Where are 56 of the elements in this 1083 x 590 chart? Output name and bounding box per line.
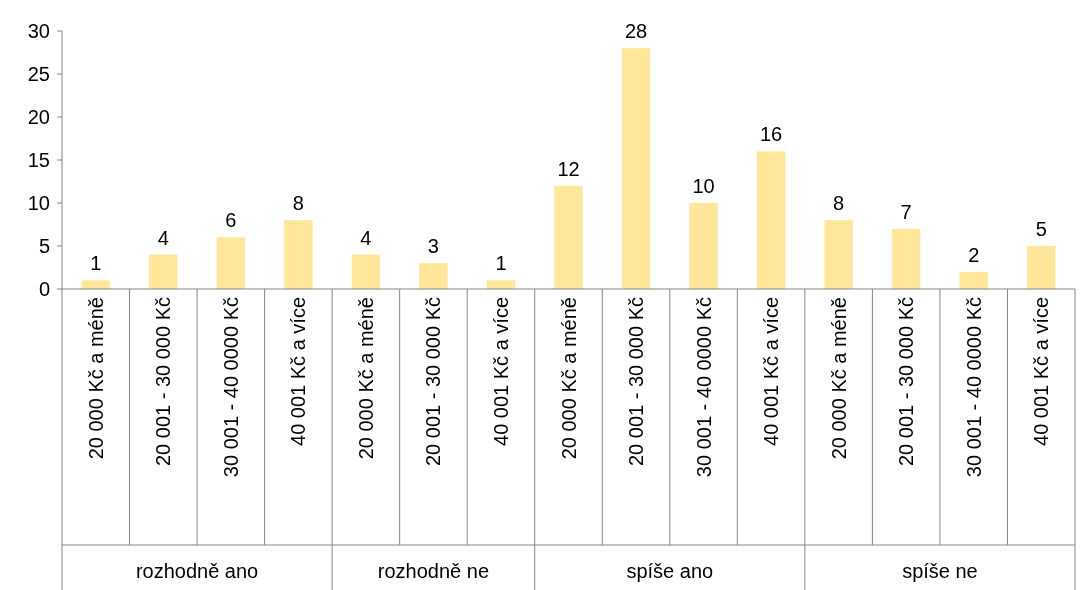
text: spíše ano — [626, 560, 714, 582]
x-tick-label: 30 001 - 40 0000 Kč — [962, 297, 985, 478]
y-tick-label: 15 — [27, 149, 50, 171]
bar — [486, 280, 516, 289]
bar — [621, 48, 651, 289]
data-label: 7 — [900, 200, 912, 223]
x-tick-label: 20 001 - 30 000 Kč — [895, 297, 918, 467]
bar — [689, 203, 718, 289]
data-label: 8 — [292, 192, 304, 215]
data-label: 10 — [692, 175, 715, 197]
x-tick-label: 20 001 - 30 000 Kč — [422, 297, 445, 467]
x-tick-label: 20 000 Kč a méně — [557, 297, 580, 460]
y-tick-label: 10 — [27, 192, 50, 214]
bar — [1027, 246, 1056, 289]
text: rozhodně ne — [377, 560, 490, 582]
bar — [959, 271, 988, 289]
data-label: 5 — [1035, 218, 1047, 240]
data-label: 6 — [225, 209, 237, 232]
x-tick-label: 30 001 - 40 0000 Kč — [219, 297, 242, 478]
text: spíše ne — [902, 560, 978, 582]
y-tick-label: 20 — [27, 106, 50, 128]
x-tick-label: 40 001 Kč a více — [760, 297, 783, 446]
data-label: 28 — [624, 20, 648, 43]
x-tick-label: 20 000 Kč a méně — [84, 297, 107, 460]
x-tick-label: 20 000 Kč a méně — [827, 297, 850, 460]
bar — [419, 263, 448, 289]
bar — [216, 237, 246, 289]
bar — [756, 151, 786, 289]
x-tick-label: 40 001 Kč a více — [1030, 297, 1053, 446]
data-label: 3 — [427, 235, 439, 258]
x-tick-label: 40 001 Kč a více — [489, 297, 512, 446]
data-label: 1 — [495, 252, 507, 275]
data-label: 1 — [90, 252, 102, 275]
bar — [554, 185, 583, 289]
y-tick-label: 5 — [38, 235, 50, 257]
bar — [824, 220, 853, 289]
bar — [149, 254, 178, 289]
bar — [284, 220, 313, 289]
data-label: 16 — [759, 123, 783, 146]
bar — [81, 280, 110, 289]
x-tick-label: 20 000 Kč a méně — [354, 297, 377, 460]
x-tick-label: 20 001 - 30 000 Kč — [152, 297, 175, 467]
bar — [351, 254, 381, 289]
x-tick-label: 40 001 Kč a více — [287, 297, 310, 446]
data-label: 12 — [557, 157, 580, 180]
bar — [891, 228, 921, 289]
data-label: 8 — [833, 192, 845, 215]
data-label: 2 — [968, 243, 980, 266]
x-tick-label: 20 001 - 30 000 Kč — [625, 297, 648, 467]
x-tick-label: 30 001 - 40 0000 Kč — [692, 297, 715, 478]
y-tick-label: 0 — [38, 278, 50, 300]
y-tick-label: 30 — [27, 20, 50, 42]
text: rozhodně ano — [135, 560, 259, 582]
y-tick-label: 25 — [27, 63, 50, 85]
data-label: 4 — [157, 226, 169, 249]
data-label: 4 — [360, 226, 372, 249]
